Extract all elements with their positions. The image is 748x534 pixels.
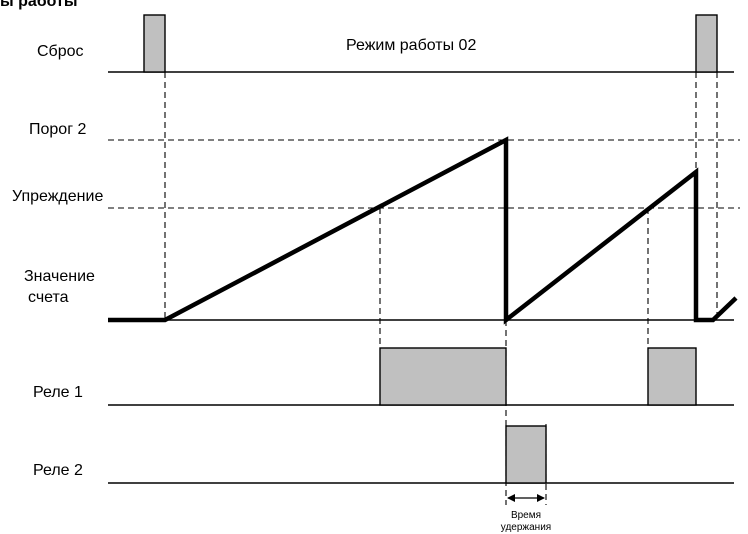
hold-time-label-line1: Время (511, 510, 541, 521)
relay1-pulse-2 (647, 347, 697, 406)
header-title: ы работы (0, 0, 78, 10)
reset-pulse-2 (695, 14, 718, 73)
reset-row (108, 14, 734, 73)
guide-lines (164, 72, 718, 505)
reset-label: Сброс (37, 43, 84, 60)
count-label-line1: Значение (24, 268, 95, 285)
hold-time-label-line2: удержания (501, 522, 551, 533)
count-value-trace (108, 136, 738, 325)
reset-pulse-1 (143, 14, 166, 73)
advance-label: Упреждение (12, 188, 103, 205)
mode-label: Режим работы 02 (346, 37, 476, 54)
relay2-row (108, 425, 734, 484)
relay1-label: Реле 1 (33, 384, 83, 401)
relay1-row (108, 347, 734, 406)
threshold-label: Порог 2 (29, 121, 86, 138)
count-label-line2: счета (28, 289, 69, 306)
relay2-pulse (505, 425, 547, 484)
relay1-pulse-1 (379, 347, 507, 406)
relay2-label: Реле 2 (33, 462, 83, 479)
